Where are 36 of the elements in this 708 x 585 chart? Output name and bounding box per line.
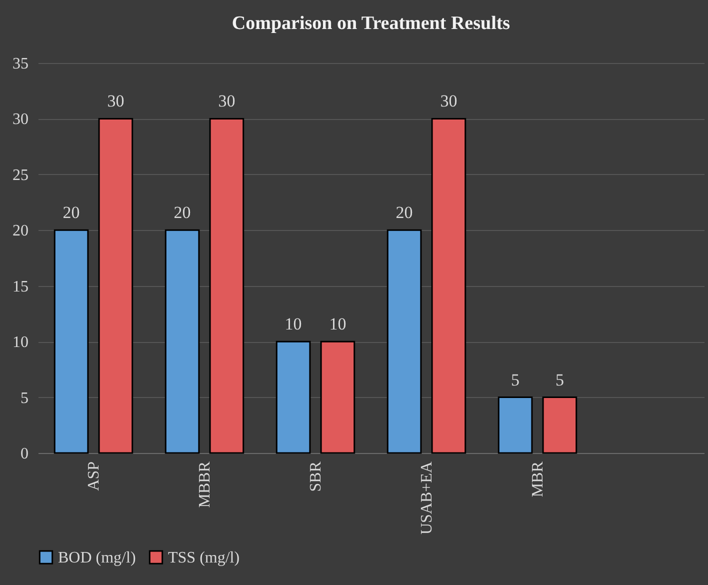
bar: [164, 229, 200, 454]
data-label: 30: [107, 92, 124, 111]
x-tick-label: SBR: [308, 461, 324, 492]
legend-label: BOD (mg/l): [58, 549, 136, 566]
y-tick-label: 10: [12, 334, 28, 352]
bar: [98, 118, 134, 454]
bar: [276, 340, 311, 454]
bar: [54, 229, 89, 454]
y-tick-label: 25: [12, 166, 28, 184]
bar: [498, 396, 533, 454]
data-label: 20: [62, 203, 80, 222]
data-label: 20: [396, 203, 413, 222]
data-label: 30: [440, 92, 458, 111]
data-label: 10: [284, 314, 302, 334]
data-label: 20: [174, 203, 191, 222]
bar: [431, 118, 466, 454]
bar: [209, 118, 244, 454]
y-tick-label: 15: [12, 278, 28, 296]
data-label: 5: [511, 370, 520, 390]
legend-label: TSS (mg/l): [168, 549, 240, 566]
bar: [386, 229, 422, 454]
y-tick-label: 30: [12, 111, 28, 128]
x-tick-label: USAB+EA: [418, 461, 436, 535]
data-label: 5: [555, 370, 564, 390]
chart-title: Comparison on Treatment Results: [232, 13, 510, 34]
data-label: 10: [329, 314, 346, 334]
y-tick-label: 0: [20, 446, 28, 462]
x-tick-label: MBBR: [196, 461, 214, 508]
y-tick-label: 5: [20, 390, 28, 407]
data-label: 30: [218, 92, 236, 111]
bar: [320, 340, 356, 454]
y-tick-label: 35: [12, 56, 28, 72]
bar: [542, 396, 578, 454]
y-tick-label: 20: [12, 222, 28, 240]
x-tick-label: ASP: [86, 461, 102, 491]
x-tick-label: MBR: [530, 461, 546, 498]
